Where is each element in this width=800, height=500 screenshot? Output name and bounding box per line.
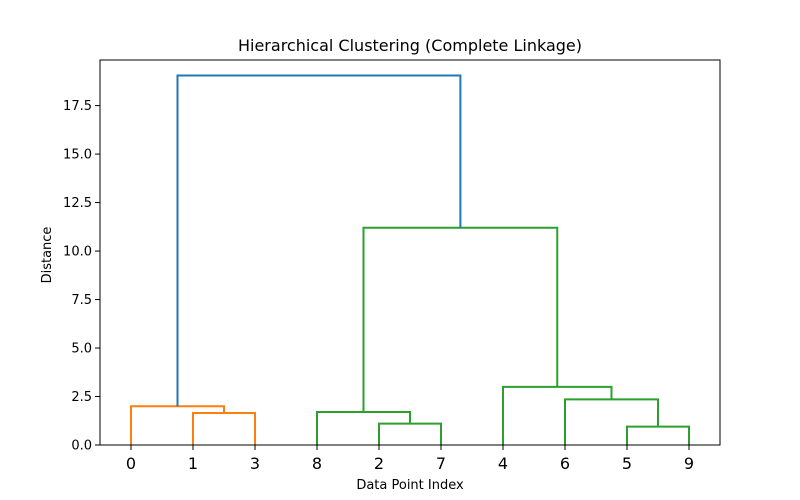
y-axis-ticks: 0.0 2.5 5.0 7.5 10.0 12.5 15.0 17.5 [63,99,100,454]
x-tick-label: 8 [312,454,322,473]
y-tick-label: 17.5 [63,99,92,114]
dendrogram-link [564,398,659,445]
x-tick-label: 3 [250,454,260,473]
x-tick-label: 7 [436,454,446,473]
x-tick-label: 5 [622,454,632,473]
dendrogram-link [362,226,559,413]
y-tick-label: 2.5 [71,390,92,405]
dendrogram-link [626,425,690,445]
y-tick-label: 10.0 [63,245,92,260]
y-tick-label: 5.0 [71,342,92,357]
x-axis-label: Data Point Index [356,478,464,493]
x-tick-label: 2 [374,454,384,473]
y-tick-label: 0.0 [71,439,92,454]
x-tick-label: 1 [188,454,198,473]
y-tick-label: 12.5 [63,196,92,211]
x-tick-label: 0 [126,454,136,473]
dendrogram-link [502,385,613,445]
y-tick-label: 7.5 [71,293,92,308]
plot-frame [99,59,721,446]
x-axis-ticks: 0 1 3 8 2 7 4 6 5 9 [126,445,694,473]
dendrogram-link [192,411,256,445]
chart-title: Hierarchical Clustering (Complete Linkag… [238,36,582,55]
dendrogram-links [130,74,690,445]
x-tick-label: 6 [560,454,570,473]
x-tick-label: 9 [684,454,694,473]
x-tick-label: 4 [498,454,508,473]
y-axis-label: Distance [40,227,55,284]
dendrogram-link [176,74,462,407]
dendrogram-link [316,411,411,445]
dendrogram-link [378,422,442,445]
y-tick-label: 15.0 [63,148,92,163]
